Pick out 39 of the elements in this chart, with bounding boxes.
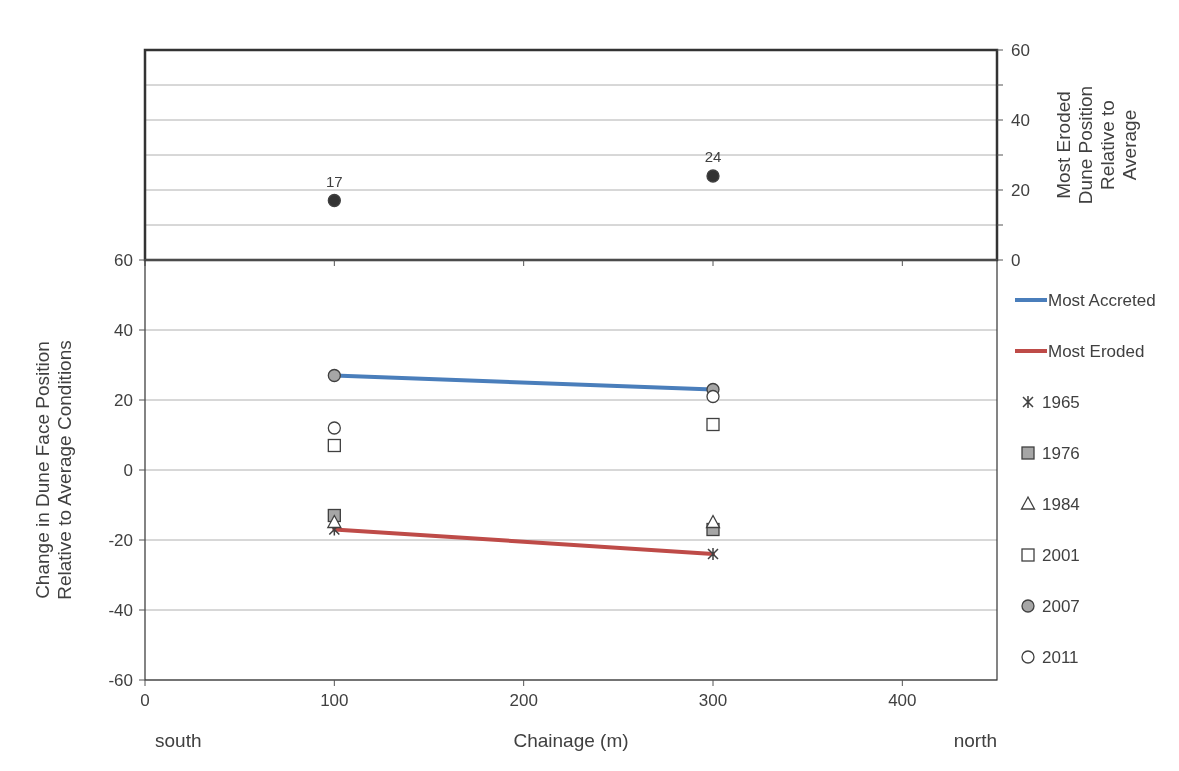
y2-tick-label: 20 bbox=[1011, 180, 1030, 200]
point bbox=[327, 421, 341, 435]
point bbox=[327, 514, 342, 529]
y-tick-label: -20 bbox=[108, 530, 133, 550]
y2-axis-title: Most Eroded Dune Position Relative to Average bbox=[1053, 85, 1140, 205]
y-tick-label: -40 bbox=[108, 600, 133, 620]
y-tick-label: 20 bbox=[114, 390, 133, 410]
legend-label: Most Accreted bbox=[1048, 290, 1156, 310]
point bbox=[707, 547, 719, 561]
y-tick-label: 0 bbox=[123, 460, 133, 480]
point bbox=[705, 514, 721, 529]
y2-tick-label: 60 bbox=[1011, 40, 1030, 60]
text: south bbox=[155, 730, 202, 751]
data-label: 17 bbox=[325, 172, 343, 190]
point bbox=[327, 368, 341, 383]
y-tick-label: 40 bbox=[114, 320, 133, 340]
legend-label: 2001 bbox=[1042, 545, 1080, 565]
x-tick-label: 400 bbox=[888, 691, 917, 710]
legend-label: 2007 bbox=[1042, 596, 1080, 616]
legend-label: 1965 bbox=[1042, 392, 1080, 412]
y2-tick-label: 0 bbox=[1011, 250, 1021, 270]
y-tick-label: 60 bbox=[114, 250, 133, 270]
x-tick-label: 200 bbox=[509, 691, 538, 710]
x-tick-label: 0 bbox=[140, 691, 150, 710]
y-axis-title: Change in Dune Face Position Relative to Average Conditions bbox=[32, 340, 75, 600]
data-label: 24 bbox=[704, 148, 722, 165]
legend-label: 1976 bbox=[1042, 443, 1080, 463]
y-tick-label: -60 bbox=[108, 670, 133, 690]
point bbox=[327, 438, 341, 453]
legend-label: 1984 bbox=[1042, 494, 1080, 514]
point bbox=[706, 417, 720, 432]
legend-label: Most Eroded bbox=[1048, 341, 1145, 361]
point bbox=[706, 389, 720, 404]
x-axis-title: Chainage (m) bbox=[513, 730, 629, 751]
legend-label: 2011 bbox=[1042, 647, 1079, 667]
text: north bbox=[953, 730, 997, 751]
y2-tick-label: 40 bbox=[1011, 110, 1030, 130]
x-tick-label: 300 bbox=[698, 691, 728, 710]
x-tick-label: 100 bbox=[320, 691, 349, 710]
